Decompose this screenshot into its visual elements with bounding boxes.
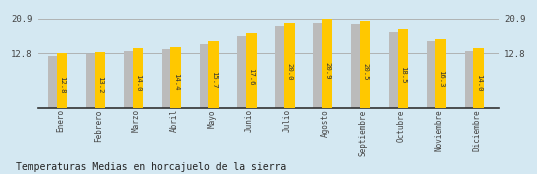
Bar — [86, 54, 97, 108]
Text: 14.0: 14.0 — [135, 74, 141, 92]
Text: 17.6: 17.6 — [249, 68, 255, 85]
Bar — [200, 44, 210, 108]
Text: 13.2: 13.2 — [97, 76, 103, 93]
Text: 20.9: 20.9 — [324, 62, 330, 79]
Text: 20.0: 20.0 — [286, 63, 292, 81]
Bar — [473, 48, 484, 108]
Text: 14.0: 14.0 — [476, 74, 482, 92]
Bar — [275, 26, 286, 108]
Text: 12.8: 12.8 — [59, 76, 65, 94]
Text: 16.3: 16.3 — [438, 70, 444, 88]
Bar — [48, 56, 59, 108]
Bar — [95, 52, 105, 108]
Bar — [322, 19, 332, 108]
Bar — [170, 47, 181, 108]
Bar — [162, 49, 172, 108]
Bar — [133, 48, 143, 108]
Text: 15.7: 15.7 — [211, 71, 216, 89]
Bar — [436, 39, 446, 108]
Bar — [360, 21, 371, 108]
Text: 20.5: 20.5 — [362, 62, 368, 80]
Bar — [313, 23, 324, 108]
Bar — [427, 41, 437, 108]
Text: Temperaturas Medias en horcajuelo de la sierra: Temperaturas Medias en horcajuelo de la … — [16, 162, 286, 172]
Text: 18.5: 18.5 — [400, 66, 406, 84]
Text: 14.4: 14.4 — [173, 73, 179, 91]
Bar — [351, 24, 361, 108]
Bar — [124, 51, 134, 108]
Bar — [246, 33, 257, 108]
Bar — [284, 23, 295, 108]
Bar — [465, 51, 475, 108]
Bar — [57, 53, 68, 108]
Bar — [208, 41, 219, 108]
Bar — [237, 36, 248, 108]
Bar — [389, 32, 400, 108]
Bar — [397, 29, 408, 108]
